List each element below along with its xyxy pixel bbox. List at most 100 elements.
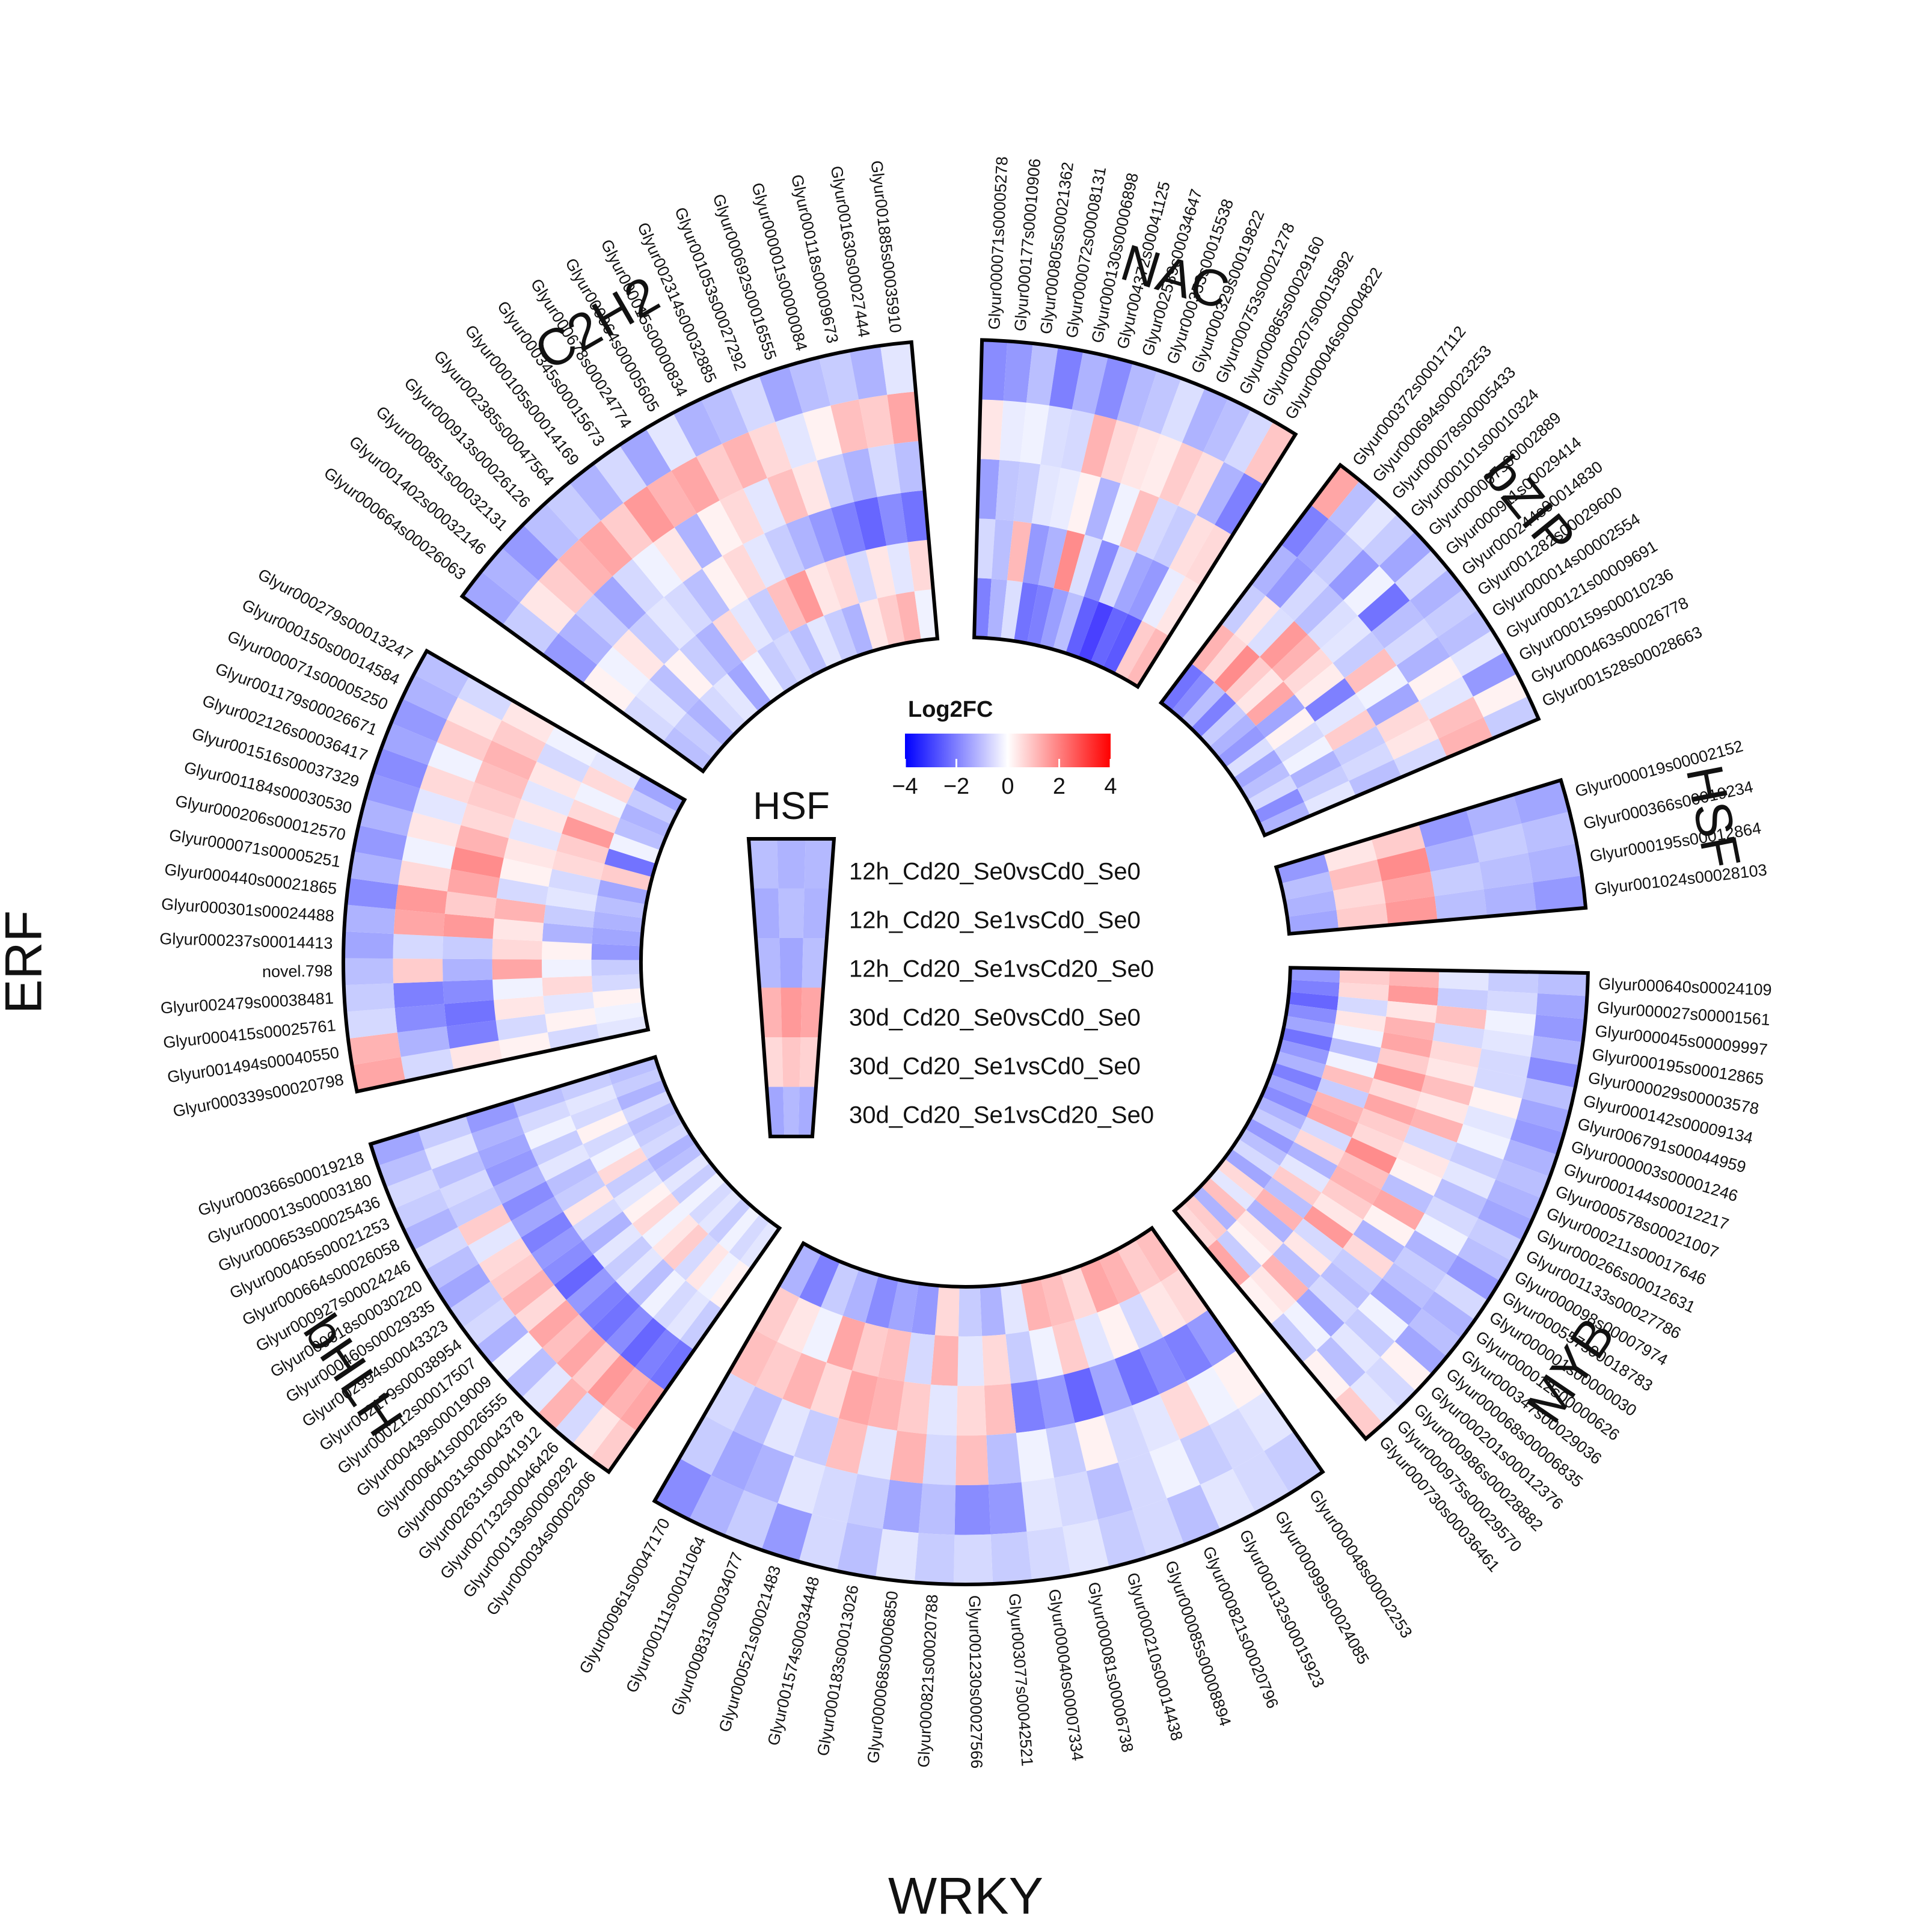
heatmap-cell [980,340,1008,401]
heatmap-cell [1363,1204,1415,1247]
heatmap-cell [1090,607,1128,668]
heatmap-cell [381,723,437,765]
heatmap-cell [1026,1526,1071,1581]
heatmap-cell [679,1415,734,1476]
heatmap-cell [1450,630,1506,676]
heatmap-cell [572,1342,621,1393]
heatmap-cell [704,1372,755,1431]
heatmap-cell [889,1431,927,1484]
heatmap-cell [1263,1177,1313,1219]
heatmap-cell [1020,402,1049,465]
heatmap-cell [934,1286,960,1337]
heatmap-cell [1265,557,1313,609]
heatmap-cell [1261,1085,1312,1117]
heatmap-cell [1321,1064,1373,1094]
heatmap-cell [1463,1105,1516,1140]
heatmap-cell [847,1474,890,1529]
heatmap-cell [679,1171,726,1215]
heatmap-cell [613,1171,663,1212]
heatmap-cell [810,1362,852,1418]
heatmap-cell [604,1236,652,1281]
heatmap-cell [1037,1374,1075,1429]
heatmap-cell [343,983,395,1012]
heatmap-cell [593,911,644,933]
heatmap-cell [1203,634,1248,682]
heatmap-cell [349,851,402,885]
gene-label: Glyur000999s00024085 [1271,1507,1372,1667]
heatmap-cell [501,524,559,581]
heatmap-cell [448,1186,502,1227]
heatmap-cell [1294,1129,1345,1166]
heatmap-cell [605,1159,655,1199]
colorbar-tick-label: 2 [1053,774,1066,799]
heatmap-cell [612,1068,663,1098]
heatmap-cell [636,679,687,728]
heatmap-cell [901,490,929,542]
heatmap-cell [1479,853,1533,889]
heatmap-cell [1418,809,1474,848]
heatmap-cell [536,743,590,783]
heatmap-cell [1250,1265,1296,1314]
heatmap-cell [1031,464,1061,527]
heatmap-cell [1053,530,1085,592]
heatmap-cell [663,1153,711,1194]
heatmap-cell [443,913,494,939]
heatmap-cell [542,941,592,960]
heatmap-cell [1149,1439,1200,1498]
heatmap-cell [854,497,887,550]
heatmap-cell [542,633,597,684]
sector-bzip [1158,462,1541,838]
heatmap-cell [581,766,634,804]
heatmap-cell [538,559,594,614]
heatmap-cell [1040,1272,1075,1326]
heatmap-cell [397,1026,450,1057]
heatmap-cell [623,486,675,543]
heatmap-cell [545,1158,598,1197]
heatmap-cell [1272,1165,1322,1206]
heatmap-cell [1429,1040,1482,1068]
colorbar-ticks: −4 −2 0 2 4 [892,759,1117,799]
heatmap-cell [1349,1372,1400,1424]
heatmap-cell [1483,696,1539,738]
heatmap-cell [634,1329,680,1379]
heatmap-cell [552,851,605,880]
heatmap-cell [1221,584,1266,634]
heatmap-cell [698,1252,740,1301]
heatmap-cell [1334,1010,1387,1032]
heatmap-cell [558,613,613,665]
heatmap-cell [1338,982,1389,1001]
heatmap-cell [412,788,467,826]
heatmap-cell [1325,1051,1378,1079]
heatmap-cell [627,789,678,825]
heatmap-cell [1484,1010,1536,1036]
key-cell [752,888,780,938]
heatmap-cell [572,1198,623,1241]
heatmap-cell [597,1147,648,1186]
heatmap-cell [1320,615,1372,663]
heatmap-cell [1386,1001,1438,1023]
heatmap-cell [688,1180,734,1224]
heatmap-cell [554,1254,604,1300]
heatmap-cell [1094,356,1133,420]
heatmap-cell [1482,1029,1534,1057]
heatmap-cell [545,1008,597,1032]
heatmap-cell [596,646,650,696]
heatmap-cell [1521,811,1577,853]
heatmap-cell [447,869,500,898]
heatmap-cell [548,868,601,896]
heatmap-cell [505,1348,557,1398]
heatmap-cell [825,1418,868,1474]
heatmap-cell [729,1329,777,1387]
heatmap-cell [604,848,657,877]
heatmap-cell [1456,1124,1510,1160]
heatmap-cell [1473,673,1529,717]
heatmap-cell [640,1123,690,1159]
heatmap-cell [778,1243,821,1298]
heatmap-cell [1280,505,1329,557]
heatmap-cell [1078,601,1114,663]
heatmap-cell [1099,1249,1141,1304]
condition-label: 12h_Cd20_Se1vsCd0_Se0 [849,907,1141,934]
heatmap-cell [440,1169,494,1209]
heatmap-cell [414,651,470,698]
heatmap-cell [1477,1199,1533,1241]
